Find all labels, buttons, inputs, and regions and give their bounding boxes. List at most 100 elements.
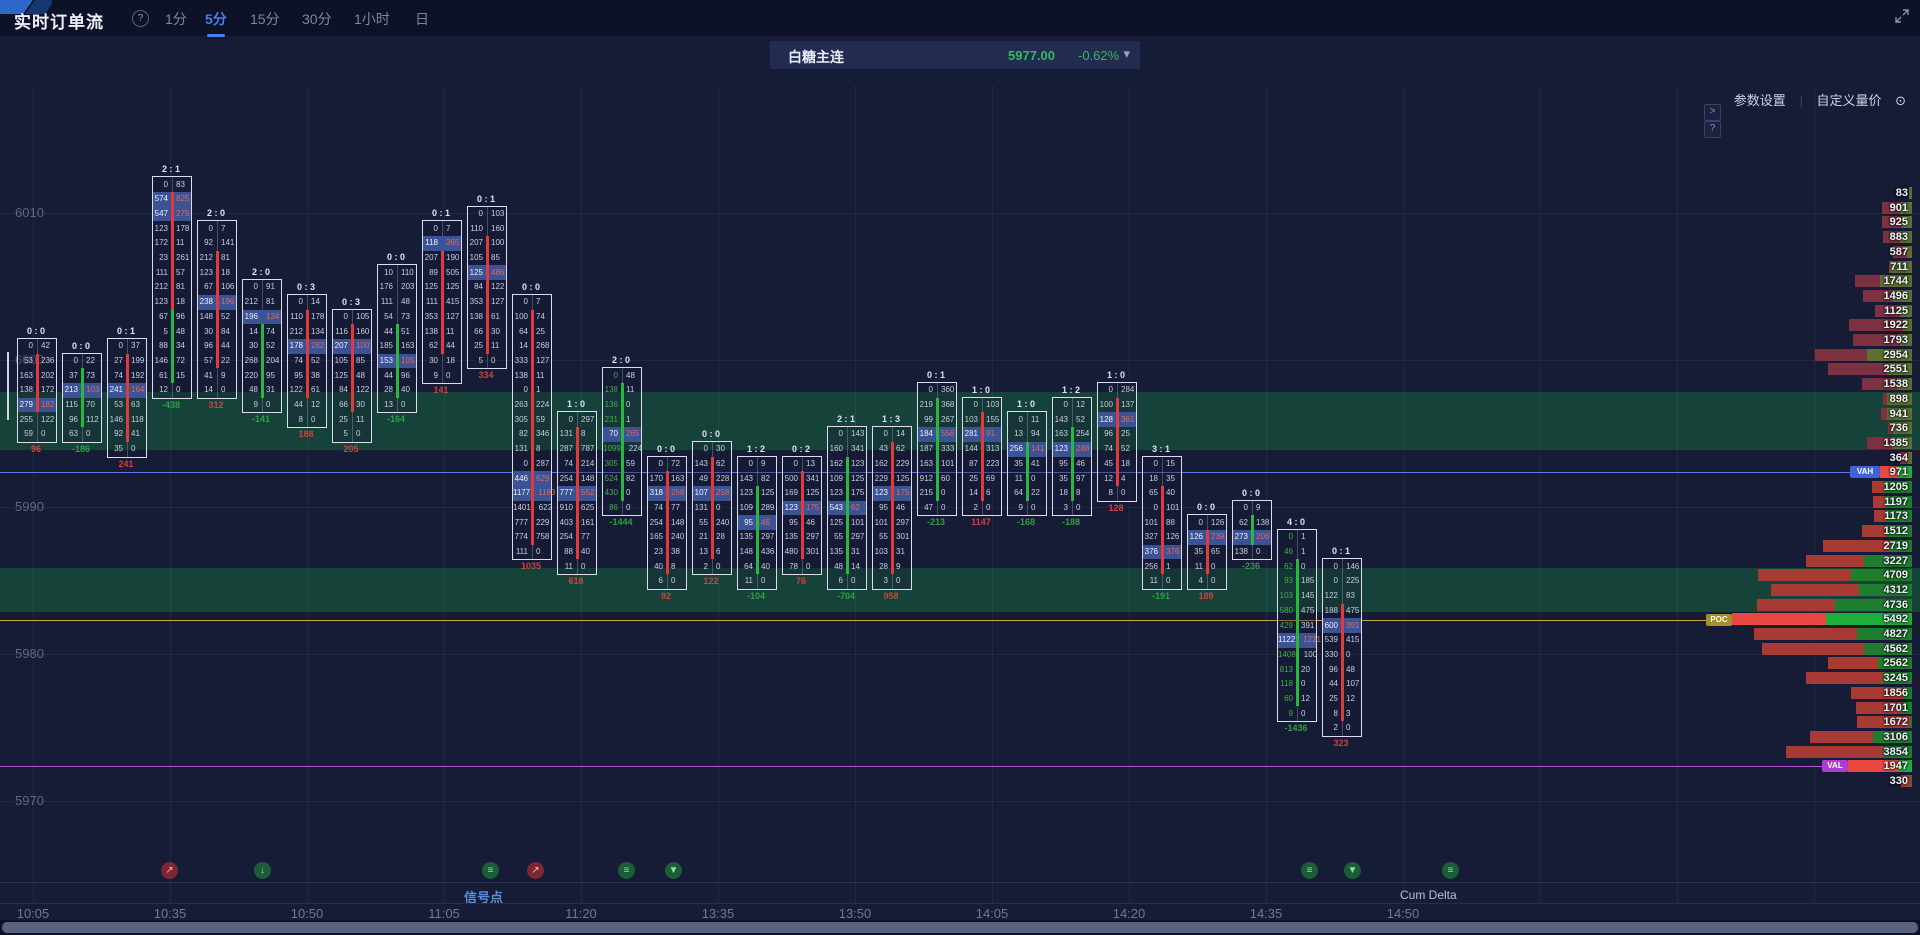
footprint-chart-area[interactable]: 6010 6000 5990 5980 5970 VAH POC VAL 0 42 53 236 163… xyxy=(0,85,1920,903)
ask-volume: 105 xyxy=(401,355,415,365)
ask-volume: 126 xyxy=(1166,532,1180,542)
footprint-row: 0 297 xyxy=(558,412,596,427)
tab-timeframe-4[interactable]: 30分 xyxy=(302,11,332,27)
bid-volume: 5 xyxy=(478,355,483,365)
footprint-row: 13 6 xyxy=(693,545,731,560)
ask-volume: 12 xyxy=(1076,400,1085,410)
bid-volume: 0 xyxy=(1243,502,1248,512)
bid-volume: 13 xyxy=(699,547,708,557)
question-button[interactable]: ? xyxy=(1704,121,1721,138)
footprint-row: 116 160 xyxy=(333,324,371,339)
bid-volume: 123 xyxy=(874,488,888,498)
volume-profile-value: 1496 xyxy=(1883,289,1908,302)
footprint-row: 96 25 xyxy=(1098,427,1136,442)
bid-volume: 53 xyxy=(114,400,123,410)
volume-profile-bar xyxy=(1731,613,1912,626)
bid-volume: 9 xyxy=(1288,708,1293,718)
bid-volume: 11 xyxy=(1149,576,1158,586)
volume-profile-bar xyxy=(1862,289,1912,302)
bid-volume: 0 xyxy=(1153,458,1158,468)
ask-volume: 41 xyxy=(131,429,140,439)
tab-timeframe-3[interactable]: 15分 xyxy=(250,11,280,27)
footprint-row: 92 41 xyxy=(108,427,146,442)
bid-volume: 500 xyxy=(784,473,798,483)
ask-volume: 11 xyxy=(176,238,185,248)
footprint-row: 0 22 xyxy=(63,354,101,369)
ask-volume: 0 xyxy=(1121,488,1126,498)
imbalance-header: 0 : 0 xyxy=(1196,502,1215,513)
ask-volume: 160 xyxy=(356,326,370,336)
footprint-row: 138 172 xyxy=(18,383,56,398)
footprint-row: 64 25 xyxy=(513,324,551,339)
footprint-row: 88 34 xyxy=(153,339,191,354)
price-axis-label: 5970 xyxy=(15,793,44,808)
ask-volume: 1 xyxy=(1301,547,1306,557)
expand-icon[interactable] xyxy=(1894,8,1910,24)
bid-volume: 254 xyxy=(649,517,663,527)
volume-profile-value: 4736 xyxy=(1883,598,1908,611)
footprint-row: 143 82 xyxy=(738,471,776,486)
bid-volume: 115 xyxy=(65,400,78,410)
footprint-row: 89 505 xyxy=(423,265,461,280)
tab-timeframe-1[interactable]: 1分 xyxy=(165,11,187,27)
bid-volume: 0 xyxy=(1288,532,1293,542)
bid-volume: 55 xyxy=(699,517,708,527)
imbalance-header: 2 : 1 xyxy=(161,164,180,175)
bid-volume: 0 xyxy=(703,444,708,454)
bid-volume: 11 xyxy=(744,576,753,586)
chart-scrollbar[interactable] xyxy=(0,920,1920,935)
ask-volume: 22 xyxy=(86,355,95,365)
footprint-row: 110 178 xyxy=(288,310,326,325)
footprint-row: 254 77 xyxy=(558,530,596,545)
footprint-row: 14 74 xyxy=(243,324,281,339)
ask-volume: 261 xyxy=(176,253,190,263)
chart-toolbar: 参数设置 | 自定义量价 ⊙ xyxy=(1724,90,1906,109)
settings-button[interactable]: 参数设置 xyxy=(1733,93,1786,108)
footprint-row: 74 77 xyxy=(648,501,686,516)
bid-volume: 96 xyxy=(1329,664,1338,674)
bid-volume: 9 xyxy=(1018,502,1023,512)
bid-volume: 122 xyxy=(1324,591,1338,601)
ask-volume: 110 xyxy=(401,267,414,277)
bid-volume: 376 xyxy=(1144,547,1158,557)
tab-timeframe-2[interactable]: 5分 xyxy=(205,11,227,37)
bid-volume: 268 xyxy=(244,355,258,365)
ask-volume: 31 xyxy=(266,385,275,395)
footprint-row: 185 163 xyxy=(378,339,416,354)
tab-timeframe-6[interactable]: 日 xyxy=(415,11,429,27)
ask-volume: 91 xyxy=(986,429,995,439)
bid-volume: 123 xyxy=(1054,444,1068,454)
signal-buy-icon: ▼ xyxy=(665,862,682,879)
ask-volume: 82 xyxy=(761,473,770,483)
scrollbar-thumb[interactable] xyxy=(2,922,1918,933)
footprint-row: 55 301 xyxy=(873,530,911,545)
bid-volume: 146 xyxy=(109,414,123,424)
footprint-row: 131 0 xyxy=(693,501,731,516)
collapse-panel-button[interactable]: > xyxy=(1704,104,1721,121)
target-icon[interactable]: ⊙ xyxy=(1895,93,1906,108)
bid-volume: 96 xyxy=(1104,429,1113,439)
price-axis-label: 6010 xyxy=(15,205,44,220)
imbalance-header: 1 : 0 xyxy=(971,384,990,395)
volume-profile-value: 1744 xyxy=(1883,275,1908,288)
volume-profile-value: 1197 xyxy=(1884,495,1908,508)
candle-delta-footer: 76 xyxy=(795,576,806,587)
candle-delta-footer: -188 xyxy=(1061,517,1080,528)
custom-volume-price-button[interactable]: 自定义量价 xyxy=(1816,93,1882,108)
chevron-down-icon[interactable]: ▾ xyxy=(1123,46,1130,61)
tab-timeframe-5[interactable]: 1小时 xyxy=(354,11,390,27)
ask-volume: 46 xyxy=(1076,458,1085,468)
ask-volume: 84 xyxy=(221,326,230,336)
footprint-row: 74 214 xyxy=(558,457,596,472)
instrument-selector[interactable]: 白糖主连 5977.00 -0.62% ▾ xyxy=(770,41,1140,69)
volume-profile-value: 1672 xyxy=(1883,716,1908,729)
imbalance-header: 0 : 0 xyxy=(701,428,720,439)
bid-volume: 110 xyxy=(470,223,483,233)
footprint-row: 35 65 xyxy=(1188,545,1226,560)
ask-volume: 163 xyxy=(401,341,415,351)
help-icon[interactable]: ? xyxy=(132,10,149,27)
